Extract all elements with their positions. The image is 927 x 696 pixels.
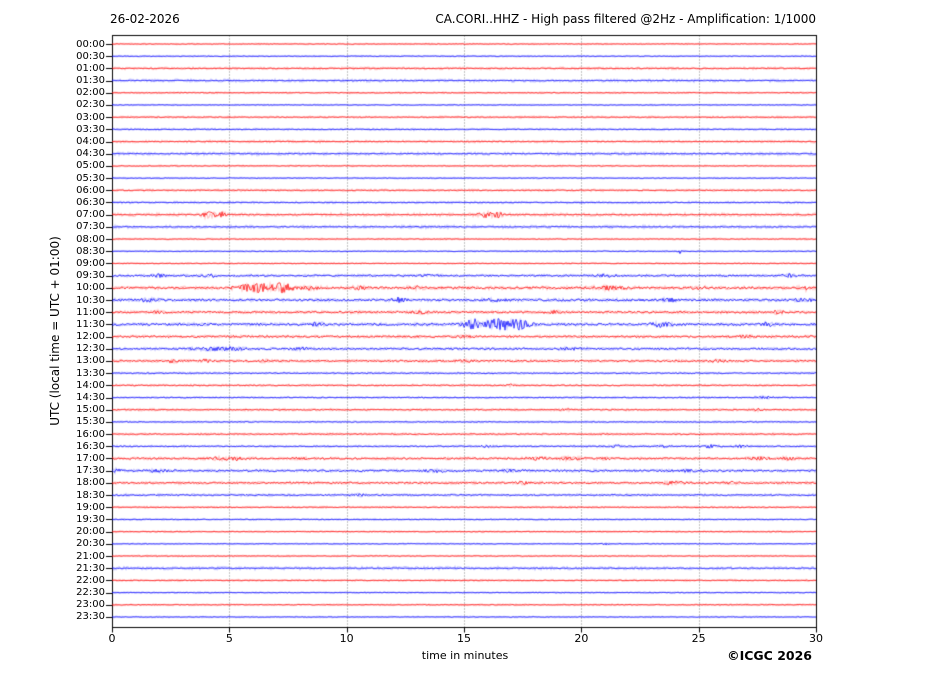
y-tick-label-12-00: 12:00	[76, 331, 105, 343]
y-tick-label-11-00: 11:00	[76, 306, 105, 318]
y-tick-label-17-00: 17:00	[76, 452, 105, 464]
y-tick-label-05-00: 05:00	[76, 160, 105, 172]
y-tick-label-15-30: 15:30	[76, 416, 105, 428]
y-tick-label-04-30: 04:30	[76, 148, 105, 160]
y-tick-label-00-00: 00:00	[76, 38, 105, 50]
plot-title: CA.CORI..HHZ - High pass filtered @2Hz -…	[435, 12, 816, 26]
y-tick-label-19-30: 19:30	[76, 513, 105, 525]
y-tick-label-11-30: 11:30	[76, 318, 105, 330]
y-tick-label-06-30: 06:30	[76, 196, 105, 208]
x-tick-label-15: 15	[457, 632, 471, 645]
y-tick-label-23-30: 23:30	[76, 611, 105, 623]
y-tick-label-04-00: 04:00	[76, 136, 105, 148]
y-tick-label-17-30: 17:30	[76, 465, 105, 477]
y-tick-label-01-00: 01:00	[76, 62, 105, 74]
y-tick-label-19-00: 19:00	[76, 501, 105, 513]
x-tick-label-20: 20	[574, 632, 589, 645]
y-tick-label-03-30: 03:30	[76, 123, 105, 135]
y-tick-label-02-30: 02:30	[76, 99, 105, 111]
y-tick-label-20-00: 20:00	[76, 526, 105, 538]
x-tick-label-0: 0	[108, 632, 116, 645]
y-tick-label-15-00: 15:00	[76, 404, 105, 416]
x-axis-label: time in minutes	[421, 649, 509, 662]
y-tick-label-03-00: 03:00	[76, 111, 105, 123]
y-tick-label-01-30: 01:30	[76, 75, 105, 87]
y-tick-label-14-00: 14:00	[76, 379, 105, 391]
y-tick-label-14-30: 14:30	[76, 392, 105, 404]
y-tick-label-22-00: 22:00	[76, 574, 105, 586]
y-tick-label-07-30: 07:30	[76, 221, 105, 233]
date-label: 26-02-2026	[110, 12, 180, 26]
copyright-label: ©ICGC 2026	[727, 648, 812, 663]
y-tick-label-09-00: 09:00	[76, 257, 105, 269]
y-tick-label-08-00: 08:00	[76, 233, 105, 245]
y-tick-label-18-00: 18:00	[76, 477, 105, 489]
y-tick-label-08-30: 08:30	[76, 245, 105, 257]
y-tick-label-13-30: 13:30	[76, 367, 105, 379]
y-tick-label-13-00: 13:00	[76, 355, 105, 367]
x-tick-label-5: 5	[225, 632, 233, 645]
y-tick-label-10-30: 10:30	[76, 294, 105, 306]
y-tick-label-00-30: 00:30	[76, 50, 105, 62]
y-tick-label-20-30: 20:30	[76, 538, 105, 550]
x-tick-label-25: 25	[691, 632, 706, 645]
x-tick-label-10: 10	[339, 632, 354, 645]
y-tick-label-16-30: 16:30	[76, 440, 105, 452]
y-tick-label-05-30: 05:30	[76, 172, 105, 184]
y-tick-label-02-00: 02:00	[76, 87, 105, 99]
y-tick-label-21-00: 21:00	[76, 550, 105, 562]
y-tick-label-16-00: 16:00	[76, 428, 105, 440]
y-tick-label-12-30: 12:30	[76, 343, 105, 355]
y-tick-label-23-00: 23:00	[76, 599, 105, 611]
y-tick-label-18-30: 18:30	[76, 489, 105, 501]
y-tick-label-09-30: 09:30	[76, 270, 105, 282]
y-tick-label-21-30: 21:30	[76, 562, 105, 574]
y-tick-label-06-00: 06:00	[76, 184, 105, 196]
y-tick-label-10-00: 10:00	[76, 282, 105, 294]
y-tick-label-22-30: 22:30	[76, 587, 105, 599]
x-tick-label-30: 30	[809, 632, 823, 645]
y-tick-label-07-00: 07:00	[76, 209, 105, 221]
